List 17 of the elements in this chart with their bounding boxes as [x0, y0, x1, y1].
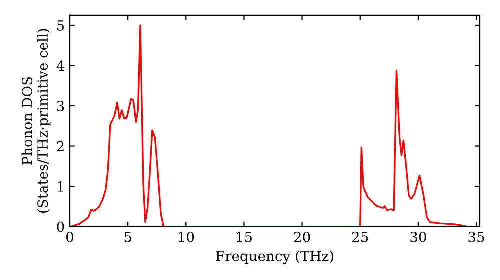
- y-tick-label: 4: [56, 60, 64, 72]
- x-tick-label: 30: [410, 232, 426, 242]
- y-tick-label: 1: [58, 182, 64, 192]
- line-series: [70, 24, 468, 227]
- y-axis-title: Phonon DOS (States/THz·primitive cell): [22, 29, 51, 213]
- x-tick-label: 10: [179, 232, 194, 242]
- x-tick-label: 25: [352, 232, 368, 242]
- x-tick-label: 5: [124, 232, 132, 242]
- y-tick-label: 0: [57, 222, 64, 232]
- x-axis-title: Frequency (THz): [216, 250, 334, 264]
- x-tick-label: 35: [468, 232, 484, 242]
- x-tick-label: 20: [294, 232, 310, 242]
- y-tick-label: 5: [57, 20, 64, 31]
- y-tick-label: 3: [57, 100, 64, 112]
- x-tick-label: 15: [237, 232, 252, 242]
- y-tick-label: 2: [57, 141, 64, 152]
- x-tick-label: 0: [66, 232, 74, 242]
